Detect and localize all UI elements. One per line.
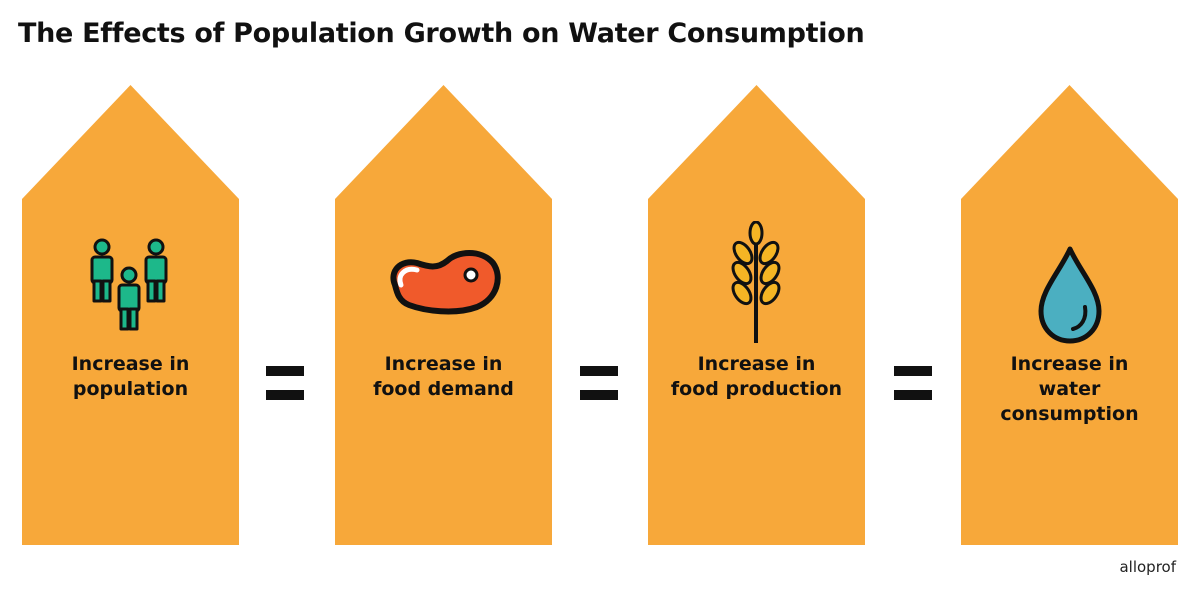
step-label: Increase in food demand <box>373 353 514 400</box>
step-label: Increase in food production <box>670 353 843 400</box>
step-food-demand: Increase in food demand <box>335 85 552 545</box>
pillar-shape <box>335 85 552 545</box>
equals-sign <box>580 366 618 400</box>
meat-icon <box>390 250 501 315</box>
page-title: The Effects of Population Growth on Wate… <box>18 18 865 49</box>
water-drop-icon <box>1038 246 1102 344</box>
step-label: Increase in population <box>71 353 190 400</box>
people-icon <box>90 238 168 331</box>
step-water-consumption: Increase in water consumption <box>961 85 1178 545</box>
step-label: Increase in water consumption <box>1000 353 1139 425</box>
wheat-icon <box>731 221 781 343</box>
equals-sign <box>266 366 304 400</box>
step-food-production: Increase in food production <box>648 85 865 545</box>
equals-sign <box>894 366 932 400</box>
step-population: Increase in population <box>22 85 239 545</box>
brand-logo: alloprof <box>1119 558 1176 576</box>
